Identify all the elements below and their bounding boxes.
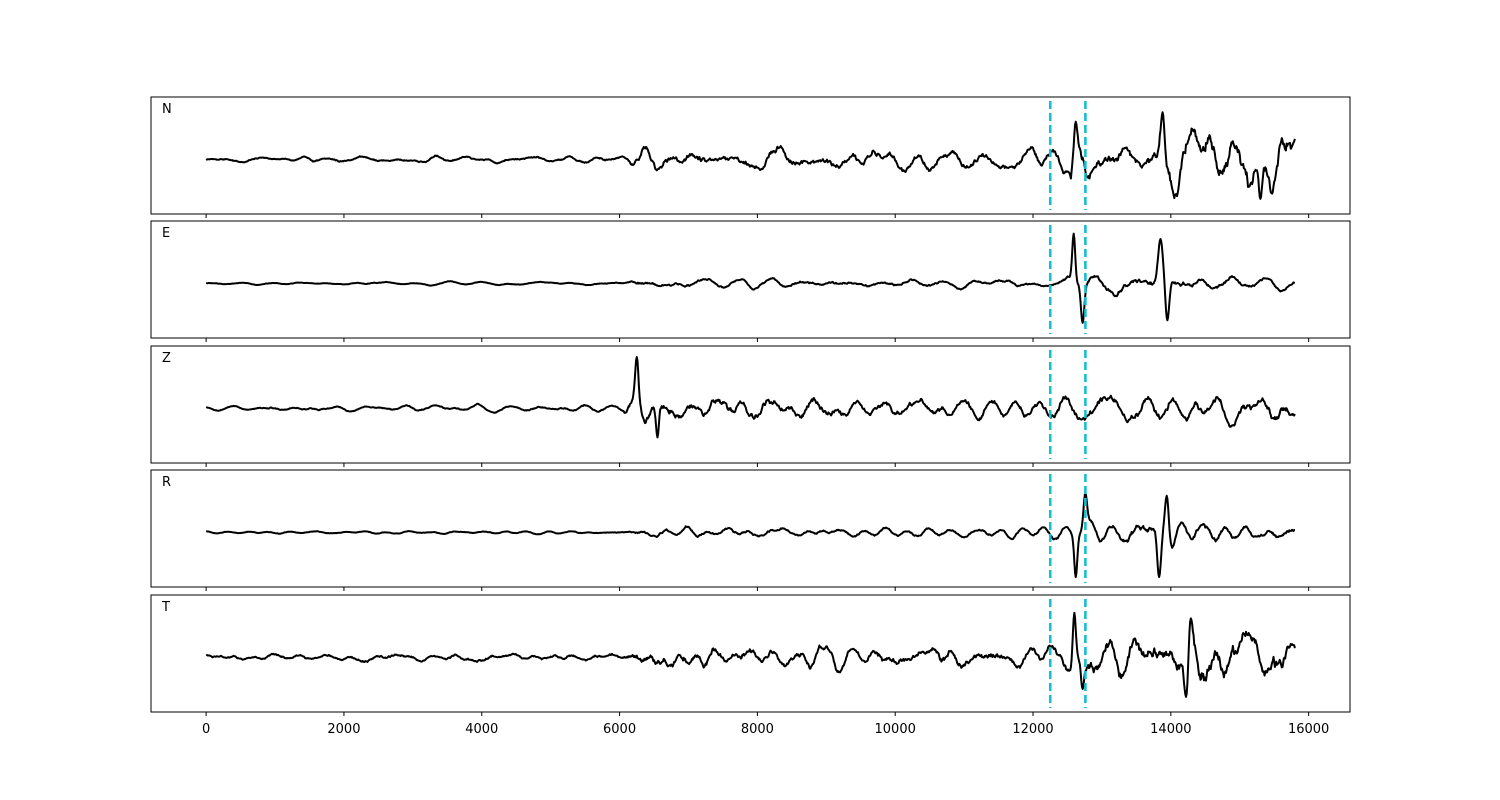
panel-label: R [162, 475, 171, 490]
panel-label: E [162, 226, 170, 241]
panel-label: T [161, 600, 170, 615]
x-tick-label: 12000 [1012, 722, 1053, 737]
x-tick-label: 0 [202, 722, 210, 737]
panel-frame [150, 96, 1351, 215]
panel-label: Z [162, 351, 171, 366]
panel-label: N [162, 102, 172, 117]
panel-n: N [150, 96, 1351, 218]
panels: N E Z R T 0 2000 4000 6000 8000 10000 12000 14000 160… [150, 96, 1351, 737]
x-tick-label: 14000 [1150, 722, 1191, 737]
trace-line-e [205, 232, 1296, 324]
trace-line-r [205, 492, 1296, 579]
panel-e: E [150, 220, 1351, 342]
x-tick-label: 2000 [327, 722, 360, 737]
panel-frame [150, 220, 1351, 339]
x-tick-label: 8000 [741, 722, 774, 737]
x-tick-label: 16000 [1288, 722, 1329, 737]
panel-frame [150, 345, 1351, 464]
panel-frame [150, 469, 1351, 588]
panel-frame [150, 594, 1351, 713]
x-tick-label: 10000 [875, 722, 916, 737]
trace-line-n [205, 111, 1296, 200]
panel-z: Z [150, 345, 1351, 467]
panel-t: T [150, 594, 1351, 716]
trace-line-z [205, 356, 1296, 439]
panel-r: R [150, 469, 1351, 591]
x-tick-label: 4000 [465, 722, 498, 737]
x-tick-label: 6000 [603, 722, 636, 737]
trace-line-t [205, 611, 1296, 698]
